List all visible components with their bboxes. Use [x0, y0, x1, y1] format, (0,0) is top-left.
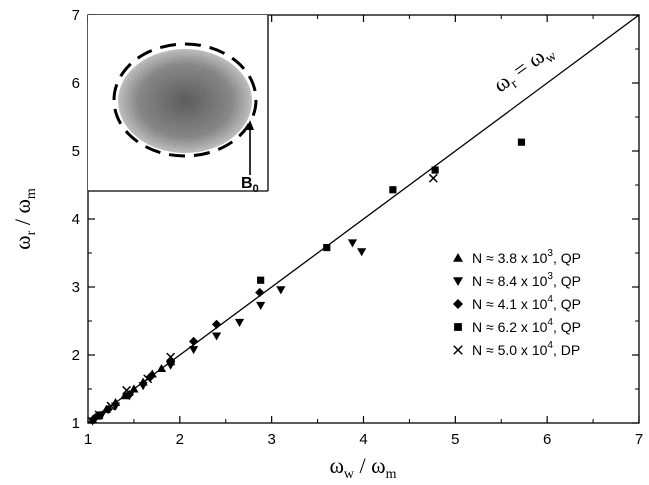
legend-exponent: 3	[547, 271, 553, 282]
x-title-sep: /	[354, 453, 371, 478]
legend-exponent: 3	[547, 248, 553, 259]
x-tick-label: 3	[267, 431, 275, 448]
x-tick-label: 4	[359, 431, 367, 448]
y-title-sep: /	[10, 214, 35, 231]
legend-marker-triangle-up	[453, 253, 463, 262]
legend-suffix: , QP	[553, 296, 581, 312]
data-point-cross	[166, 352, 176, 362]
data-point-square	[323, 243, 331, 252]
legend-entry-label: N ≈ 5.0 x 104, DP	[472, 340, 580, 358]
b0-label-sub: 0	[253, 183, 259, 195]
data-point-triangle-up	[120, 391, 130, 400]
legend-prefix: N ≈ 8.4 x 10	[472, 273, 548, 289]
data-point-square	[431, 166, 439, 174]
b0-label: B0	[241, 175, 259, 195]
data-points	[87, 138, 526, 426]
data-point-triangle-up	[129, 384, 139, 393]
legend-prefix: N ≈ 4.1 x 10	[472, 296, 548, 312]
data-point-square	[389, 186, 397, 194]
data-point-cross	[94, 410, 104, 420]
legend-entry-label: N ≈ 3.8 x 103, QP	[472, 248, 581, 266]
reference-line-label: ωr = ωw	[488, 37, 560, 100]
y-tick-label: 6	[72, 75, 80, 92]
data-point-diamond	[124, 389, 134, 400]
legend-prefix: N ≈ 3.8 x 10	[472, 250, 548, 266]
x-tick-label: 2	[176, 431, 184, 448]
inset-dashed-boundary	[112, 42, 258, 158]
legend-marker-square	[454, 323, 462, 331]
legend-exponent: 4	[547, 294, 553, 305]
b0-arrow-head	[246, 120, 254, 130]
b0-label-main: B	[241, 175, 253, 192]
inset-panel: B0	[88, 15, 269, 195]
data-point-diamond	[189, 336, 199, 346]
legend-exponent: 4	[547, 340, 553, 351]
reference-line	[87, 14, 640, 424]
x-tick-label: 6	[543, 431, 551, 448]
svg-text:ωr = ωw: ωr = ωw	[488, 37, 560, 100]
y-tick-label: 3	[72, 279, 80, 296]
x-tick-label: 7	[635, 431, 643, 448]
data-point-triangle-down	[347, 239, 358, 248]
legend-suffix: , QP	[553, 273, 581, 289]
data-point-cross	[428, 173, 438, 183]
x-tick-label: 5	[451, 431, 459, 448]
data-point-triangle-down	[276, 286, 286, 295]
legend-marker-cross	[453, 345, 463, 355]
y-title-main: ω	[10, 235, 35, 249]
data-point-square	[257, 276, 265, 284]
y-tick-label: 4	[72, 211, 80, 228]
legend-prefix: N ≈ 6.2 x 10	[472, 319, 548, 335]
x-axis-title: ωw / ωm	[329, 453, 396, 482]
x-tick-label: 1	[84, 431, 92, 448]
legend-entry-label: N ≈ 6.2 x 104, QP	[472, 317, 581, 335]
y-title-sub: r	[24, 230, 39, 235]
data-point-triangle-up	[156, 364, 167, 373]
x-title-sub: w	[344, 467, 355, 482]
data-point-triangle-down	[138, 382, 148, 391]
y-title-main2: ω	[10, 199, 35, 213]
x-title-main: ω	[329, 453, 343, 478]
legend-suffix: , DP	[553, 342, 580, 358]
legend-suffix: , QP	[553, 250, 581, 266]
data-point-square	[517, 138, 526, 146]
data-point-cross	[143, 374, 153, 384]
data-point-diamond	[255, 287, 265, 298]
data-point-cross	[106, 401, 116, 411]
inset-grain-cloud	[118, 49, 252, 153]
y-tick-label: 7	[72, 7, 80, 24]
legend-prefix: N ≈ 5.0 x 10	[472, 342, 548, 358]
legend-suffix: , QP	[553, 319, 581, 335]
legend-entry-label: N ≈ 8.4 x 103, QP	[472, 271, 581, 289]
y-axis-title: ωr / ωm	[10, 188, 39, 250]
data-point-triangle-down	[357, 248, 367, 257]
x-title-main2: ω	[371, 453, 385, 478]
x-title-sub2: m	[386, 467, 397, 482]
y-tick-label: 5	[72, 143, 80, 160]
legend: N ≈ 3.8 x 103, QPN ≈ 8.4 x 103, QPN ≈ 4.…	[453, 248, 581, 358]
y-tick-label: 1	[72, 415, 80, 432]
legend-entry-label: N ≈ 4.1 x 104, QP	[472, 294, 581, 312]
data-point-triangle-down	[211, 332, 222, 341]
y-title-sub2: m	[24, 188, 39, 199]
legend-exponent: 4	[547, 317, 553, 328]
data-point-cross	[122, 385, 132, 395]
legend-marker-diamond	[453, 299, 463, 309]
data-point-triangle-down	[234, 318, 245, 327]
y-tick-label: 2	[72, 347, 80, 364]
data-point-triangle-down	[256, 301, 266, 310]
data-point-diamond	[211, 319, 222, 329]
data-point-triangle-down	[189, 346, 199, 355]
legend-marker-triangle-down	[453, 277, 463, 286]
x-axis-ticks: 1 2 3 4 5 6 7	[84, 15, 643, 448]
